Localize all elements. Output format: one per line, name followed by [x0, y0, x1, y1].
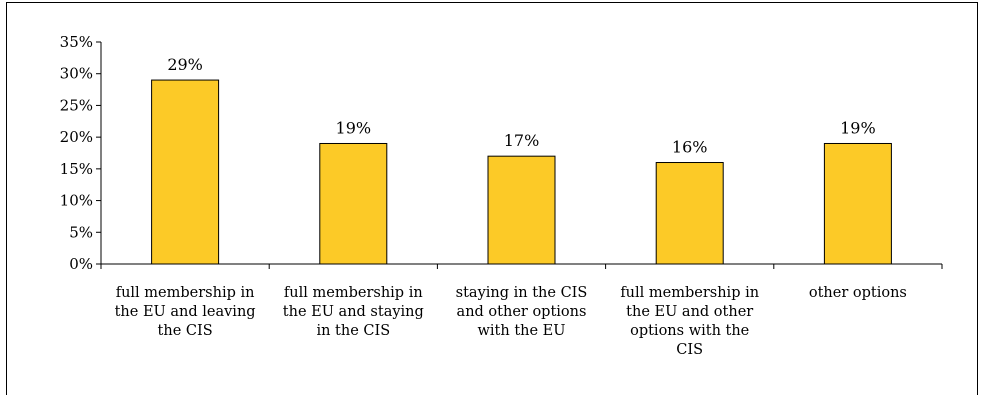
data-label: 29% — [167, 55, 203, 74]
x-category-label: staying in the CIS and other options wit… — [455, 285, 588, 339]
y-tick-label: 10% — [60, 192, 93, 210]
y-tick-label: 30% — [60, 65, 93, 83]
y-tick-label: 5% — [69, 223, 93, 241]
y-tick-label: 35% — [60, 33, 93, 51]
bar — [319, 142, 388, 265]
data-label: 19% — [840, 118, 876, 137]
bar — [823, 142, 892, 265]
x-category-label: other options — [808, 285, 907, 301]
data-label: 17% — [504, 131, 540, 150]
x-category-label: full membership in the EU and leaving th… — [114, 285, 256, 339]
x-category-label: full membership in the EU and staying in… — [282, 285, 424, 339]
y-tick-label: 20% — [60, 128, 93, 146]
data-label: 19% — [336, 118, 372, 137]
bar — [151, 79, 220, 265]
y-tick-label: 25% — [60, 96, 93, 114]
x-category-label: full membership in the EU and other opti… — [620, 285, 760, 358]
bar — [487, 155, 556, 265]
y-tick-label: 15% — [60, 160, 93, 178]
bar — [655, 162, 724, 265]
data-label: 16% — [672, 138, 708, 157]
y-tick-label: 0% — [69, 255, 93, 273]
